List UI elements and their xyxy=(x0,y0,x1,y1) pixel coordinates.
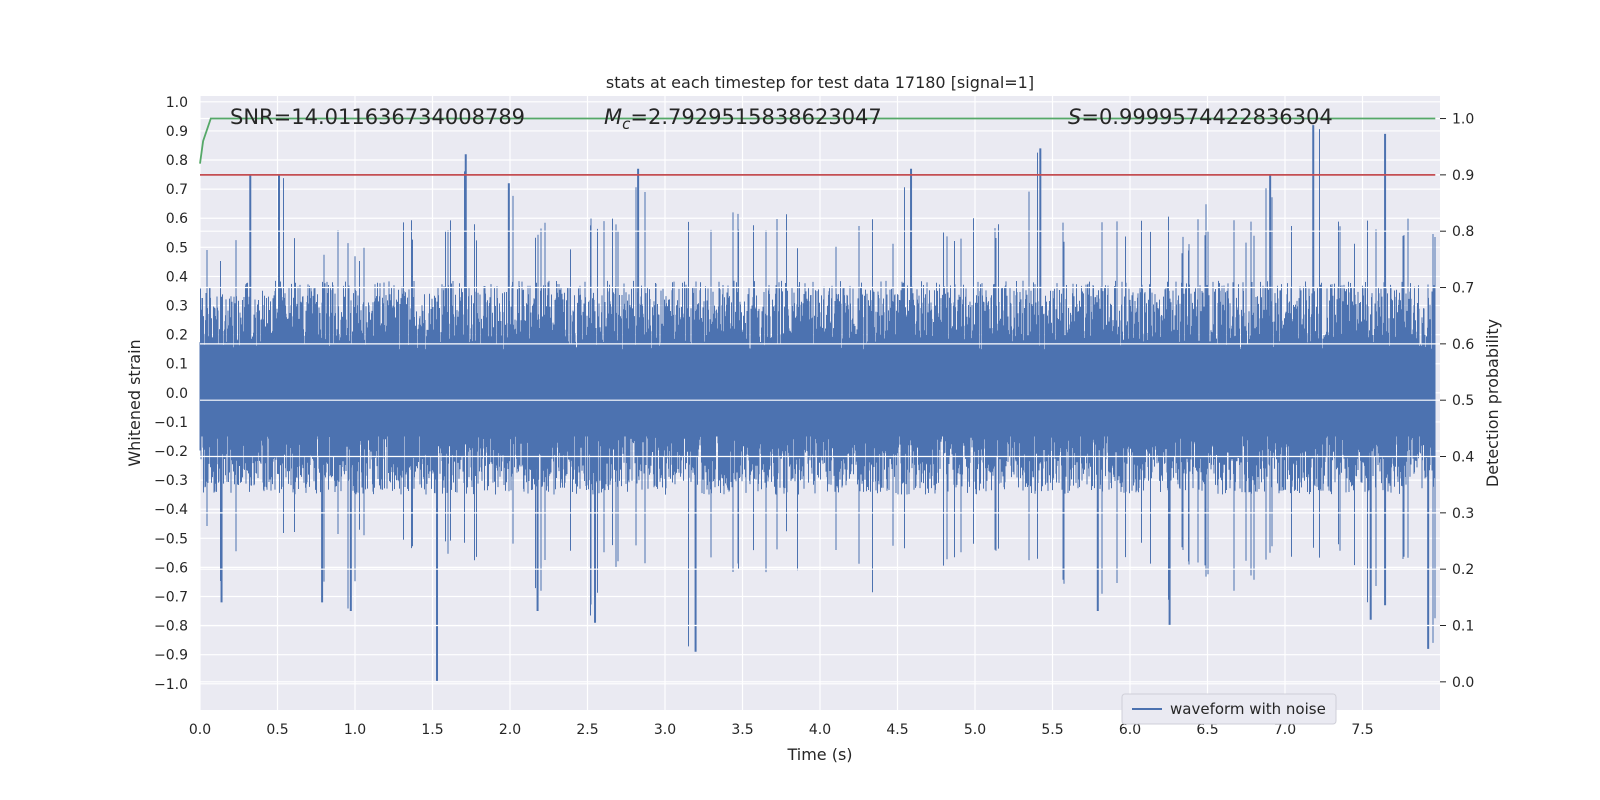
left-y-tick-label: 0.7 xyxy=(166,182,188,198)
statistic-symbol: S xyxy=(1068,105,1081,129)
left-y-tick-label: 0.4 xyxy=(166,269,188,285)
left-y-tick-label: 0.0 xyxy=(166,386,188,402)
right-y-tick-label: 0.3 xyxy=(1452,506,1474,522)
right-y-tick-label: 0.9 xyxy=(1452,168,1474,184)
x-tick-label: 2.5 xyxy=(576,722,598,738)
x-tick-label: 6.0 xyxy=(1119,722,1141,738)
statistic-value: =0.9999574422836304 xyxy=(1081,105,1332,129)
statistic-annotation: S=0.9999574422836304 xyxy=(1068,105,1333,129)
x-tick-label: 5.5 xyxy=(1041,722,1063,738)
detection-probability-line xyxy=(199,117,1436,164)
x-tick-label: 2.0 xyxy=(499,722,521,738)
right-y-tick-labels: 1.0 0.9 0.8 0.7 0.6 0.5 0.4 0.3 0.2 0.1 0.0 xyxy=(1440,112,1474,691)
snr-annotation: SNR=14.011636734008789 xyxy=(230,105,525,129)
left-y-tick-label: −0.3 xyxy=(154,473,188,489)
x-tick-label: 5.0 xyxy=(964,722,986,738)
left-y-tick-label: 0.1 xyxy=(166,357,188,373)
left-y-tick-label: 0.5 xyxy=(166,240,188,256)
x-tick-label: 7.5 xyxy=(1351,722,1373,738)
x-tick-label: 7.0 xyxy=(1274,722,1296,738)
chirp-mass-symbol: M xyxy=(604,105,622,129)
waveform-series xyxy=(199,125,1436,681)
x-tick-label: 6.5 xyxy=(1196,722,1218,738)
x-tick-label: 4.5 xyxy=(886,722,908,738)
legend-label: waveform with noise xyxy=(1170,700,1326,718)
left-y-tick-label: −0.5 xyxy=(154,531,188,547)
left-y-tick-label: 0.3 xyxy=(166,299,188,315)
legend-box xyxy=(1121,693,1337,725)
left-y-tick-label: −0.6 xyxy=(154,560,188,576)
chart-title: stats at each timestep for test data 171… xyxy=(606,73,1034,92)
x-axis-label: Time (s) xyxy=(786,745,852,764)
x-tick-label: 0.0 xyxy=(189,722,211,738)
right-y-tick-label: 0.7 xyxy=(1452,281,1474,297)
left-y-tick-label: 1.0 xyxy=(166,95,188,111)
right-y-tick-label: 0.2 xyxy=(1452,562,1474,578)
chirp-mass-annotation: Mc=2.7929515838623047 xyxy=(604,105,882,133)
left-y-axis-label: Whitened strain xyxy=(125,339,144,466)
x-tick-label: 3.0 xyxy=(654,722,676,738)
probability-lines xyxy=(199,117,1436,176)
right-y-tick-label: 0.4 xyxy=(1452,450,1474,466)
left-y-tick-label: 0.9 xyxy=(166,124,188,140)
left-y-tick-label: −0.8 xyxy=(154,619,188,635)
left-y-tick-label: −0.4 xyxy=(154,502,188,518)
left-y-tick-label: 0.8 xyxy=(166,153,188,169)
left-y-tick-label: −0.1 xyxy=(154,415,188,431)
x-tick-label: 3.5 xyxy=(731,722,753,738)
left-y-tick-label: −1.0 xyxy=(154,677,188,693)
x-tick-label: 1.5 xyxy=(421,722,443,738)
chirp-mass-value: =2.7929515838623047 xyxy=(630,105,881,129)
left-y-tick-label: −0.2 xyxy=(154,444,188,460)
x-tick-label: 4.0 xyxy=(809,722,831,738)
left-y-tick-label: 0.6 xyxy=(166,211,188,227)
right-y-tick-label: 0.6 xyxy=(1452,337,1474,353)
chirp-mass-subscript: c xyxy=(622,115,631,133)
left-y-tick-labels: 1.0 0.9 0.8 0.7 0.6 0.5 0.4 0.3 0.2 0.1 0.0 −0.1 −0.… xyxy=(154,95,188,693)
waveform-core xyxy=(200,349,1436,437)
right-y-axis-label: Detection probability xyxy=(1483,319,1502,487)
right-y-tick-label: 0.5 xyxy=(1452,393,1474,409)
x-tick-label: 0.5 xyxy=(266,722,288,738)
x-tick-label: 1.0 xyxy=(344,722,366,738)
x-tick-labels: 0.0 0.5 1.0 1.5 2.0 2.5 3.0 3.5 4.0 4.5 5.0 5.5 6.0 6… xyxy=(189,722,1374,738)
left-y-tick-label: −0.9 xyxy=(154,648,188,664)
left-y-tick-label: 0.2 xyxy=(166,328,188,344)
legend: waveform with noise xyxy=(1121,693,1337,725)
left-y-tick-label: −0.7 xyxy=(154,590,188,606)
right-y-tick-label: 0.8 xyxy=(1452,224,1474,240)
right-y-tick-label: 1.0 xyxy=(1452,112,1474,128)
right-y-tick-label: 0.1 xyxy=(1452,619,1474,635)
right-y-tick-label: 0.0 xyxy=(1452,675,1474,691)
